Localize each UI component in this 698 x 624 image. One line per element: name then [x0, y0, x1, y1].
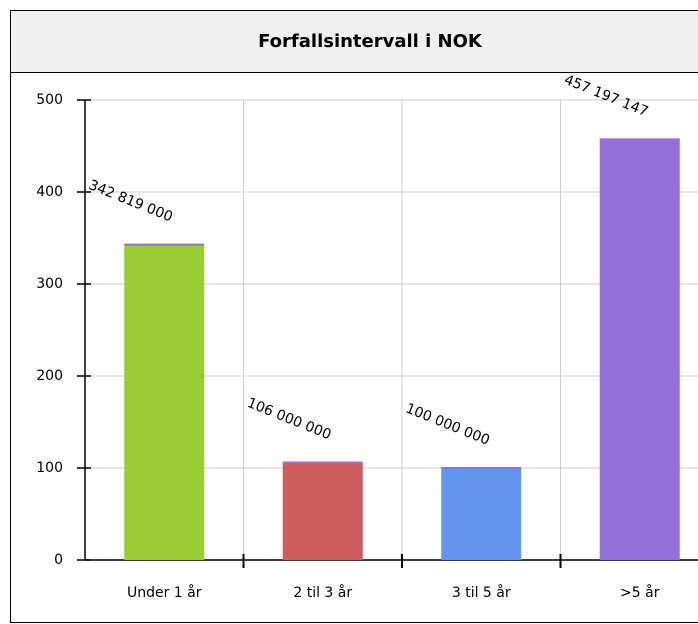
title-band [10, 10, 698, 73]
bar [282, 462, 363, 560]
bar [124, 244, 205, 561]
bar [441, 468, 522, 560]
chart-title: Forfallsintervall i NOK [258, 31, 483, 52]
y-tick-label: 100 [36, 460, 63, 476]
x-tick-label: 2 til 3 år [293, 584, 352, 601]
y-tick-label: 300 [36, 276, 63, 292]
x-tick-label: Under 1 år [127, 584, 202, 601]
bar [599, 139, 680, 560]
y-tick-label: 200 [36, 368, 63, 384]
y-tick-label: 500 [36, 92, 63, 108]
y-tick-label: 0 [54, 552, 63, 568]
x-tick-label: 3 til 5 år [452, 584, 511, 601]
y-tick-label: 400 [36, 184, 63, 200]
x-tick-label: >5 år [620, 584, 660, 601]
